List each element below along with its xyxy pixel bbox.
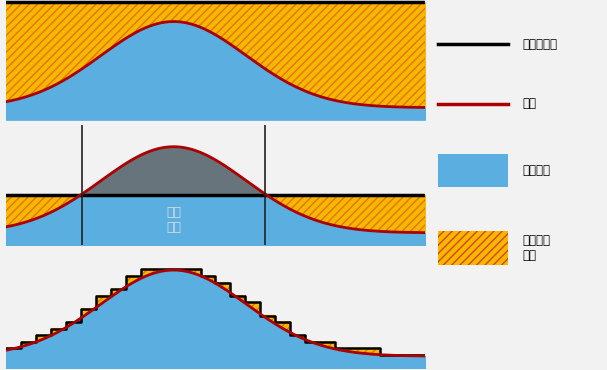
Bar <box>438 231 509 265</box>
Bar <box>438 231 509 265</box>
Text: 使用效率
低下: 使用效率 低下 <box>523 234 551 262</box>
Text: 需求: 需求 <box>523 97 537 110</box>
Text: 预配的容量: 预配的容量 <box>523 38 557 51</box>
Text: 性能
问题: 性能 问题 <box>166 206 181 234</box>
Bar <box>438 154 509 187</box>
Text: 高效使用: 高效使用 <box>523 164 551 177</box>
